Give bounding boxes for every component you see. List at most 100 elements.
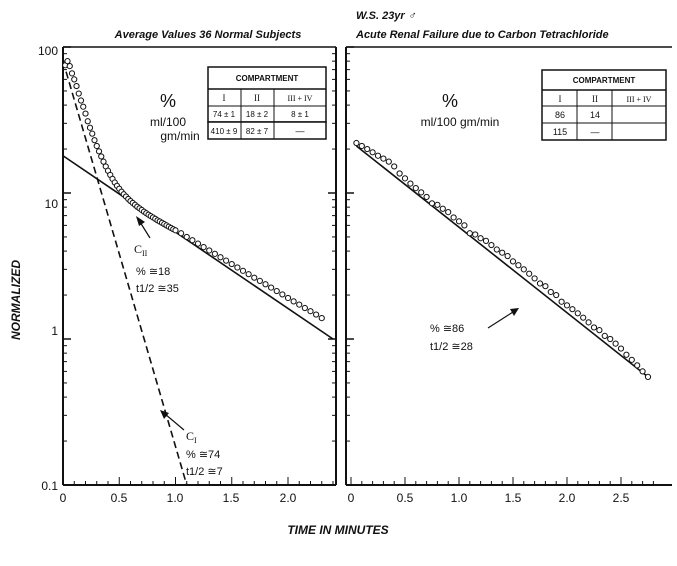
data-point bbox=[358, 142, 365, 150]
right-table-cell: 115 bbox=[553, 127, 567, 137]
data-point bbox=[493, 246, 500, 253]
data-point bbox=[385, 158, 392, 165]
x-axis-label: TIME IN MINUTES bbox=[287, 523, 388, 537]
data-point bbox=[200, 244, 207, 251]
data-point bbox=[318, 315, 325, 322]
right-compartment-table: COMPARTMENT I II III + IV 86 14 115 — bbox=[541, 69, 667, 141]
data-point bbox=[628, 356, 635, 363]
data-point bbox=[262, 281, 269, 288]
left-chart-title: Average Values 36 Normal Subjects bbox=[114, 29, 302, 41]
data-point bbox=[66, 62, 73, 70]
left-table-cell: — bbox=[296, 126, 305, 136]
left-table-header: COMPARTMENT bbox=[236, 74, 299, 83]
data-point bbox=[82, 110, 89, 117]
data-point bbox=[509, 258, 517, 265]
data-point bbox=[407, 180, 414, 187]
data-point bbox=[477, 235, 484, 242]
data-point bbox=[172, 227, 179, 234]
data-point bbox=[418, 189, 425, 196]
left-x-tick-1.0: 1.0 bbox=[167, 491, 184, 505]
data-point bbox=[396, 170, 403, 177]
data-point bbox=[639, 368, 646, 375]
data-point bbox=[353, 139, 360, 147]
data-point bbox=[412, 185, 419, 192]
data-point bbox=[91, 137, 98, 144]
data-point bbox=[434, 201, 441, 208]
left-table-cell: 8 ± 1 bbox=[291, 110, 309, 119]
right-arrow-line bbox=[487, 311, 514, 329]
data-point bbox=[580, 314, 587, 321]
right-axis-ticks bbox=[346, 46, 654, 486]
data-point bbox=[296, 301, 303, 308]
data-point bbox=[558, 298, 565, 305]
data-point bbox=[553, 291, 560, 299]
c2-annotation: CII % ≅18 t1/2 ≅35 bbox=[134, 216, 179, 295]
data-point bbox=[206, 247, 213, 254]
data-point bbox=[644, 373, 652, 381]
right-chart-title: Acute Renal Failure due to Carbon Tetrac… bbox=[355, 29, 609, 41]
left-table-col-1: I bbox=[223, 93, 226, 103]
data-point bbox=[273, 287, 280, 295]
data-point bbox=[590, 324, 598, 331]
data-point bbox=[445, 208, 452, 216]
right-percent-symbol: % bbox=[442, 91, 458, 111]
data-point bbox=[369, 149, 376, 156]
data-point bbox=[499, 249, 506, 256]
data-point bbox=[515, 262, 522, 269]
right-table-col-3: III + IV bbox=[627, 95, 652, 104]
data-point bbox=[217, 254, 224, 261]
right-table-col-1: I bbox=[559, 94, 562, 104]
left-x-tick-0.5: 0.5 bbox=[111, 491, 128, 505]
left-table-cell: 82 ± 7 bbox=[246, 127, 269, 136]
data-point bbox=[194, 240, 202, 247]
y-tick-label-1: 1 bbox=[51, 324, 58, 338]
right-x-tick-0: 0 bbox=[348, 491, 355, 505]
data-point bbox=[223, 257, 230, 264]
data-point bbox=[234, 264, 241, 271]
left-table-cell: 410 ± 9 bbox=[211, 127, 238, 136]
left-percent-symbol: % bbox=[160, 91, 176, 111]
left-unit-line2: gm/min bbox=[160, 129, 199, 143]
c1-arrow-head bbox=[160, 410, 169, 419]
c2-label: CII bbox=[134, 242, 148, 258]
c1-label: CI bbox=[186, 429, 197, 445]
data-point bbox=[428, 200, 436, 207]
data-point bbox=[228, 260, 235, 268]
right-data-points bbox=[353, 139, 652, 381]
data-point bbox=[301, 304, 308, 312]
data-point bbox=[623, 351, 630, 358]
left-unit-legend: % ml/100 gm/min bbox=[150, 91, 200, 143]
data-point bbox=[526, 270, 533, 277]
right-fit-lines bbox=[355, 145, 649, 378]
left-table-cell: 74 ± 1 bbox=[213, 110, 236, 119]
right-unit-line: ml/100 gm/min bbox=[421, 115, 500, 129]
right-x-tick-1.0: 1.0 bbox=[451, 491, 468, 505]
left-table-border bbox=[207, 66, 327, 123]
data-point bbox=[256, 277, 263, 285]
data-point bbox=[439, 205, 446, 212]
left-table-col-2: II bbox=[254, 93, 260, 103]
data-point bbox=[574, 310, 581, 317]
c2-percent: % ≅18 bbox=[136, 266, 170, 278]
c1-annotation: CI % ≅74 t1/2 ≅7 bbox=[160, 410, 223, 478]
data-point bbox=[569, 306, 576, 313]
right-percent: % ≅86 bbox=[430, 323, 464, 335]
left-table-col-3: III + IV bbox=[288, 94, 313, 103]
y-tick-label-10: 10 bbox=[45, 197, 59, 211]
data-point bbox=[251, 274, 258, 281]
right-arrow-head bbox=[510, 308, 519, 316]
c2-arrow-head bbox=[136, 216, 145, 226]
data-point bbox=[634, 362, 641, 369]
right-x-tick-0.5: 0.5 bbox=[397, 491, 414, 505]
data-point bbox=[279, 291, 286, 298]
right-plot-frame bbox=[345, 46, 672, 486]
right-table-col-2: II bbox=[592, 94, 598, 104]
left-table-cell: 18 ± 2 bbox=[246, 110, 269, 119]
data-point bbox=[95, 148, 103, 155]
right-table-cell: 14 bbox=[590, 110, 600, 120]
data-point bbox=[585, 319, 592, 326]
c1-percent: % ≅74 bbox=[186, 449, 220, 461]
data-point bbox=[268, 284, 275, 291]
data-point bbox=[612, 340, 619, 347]
